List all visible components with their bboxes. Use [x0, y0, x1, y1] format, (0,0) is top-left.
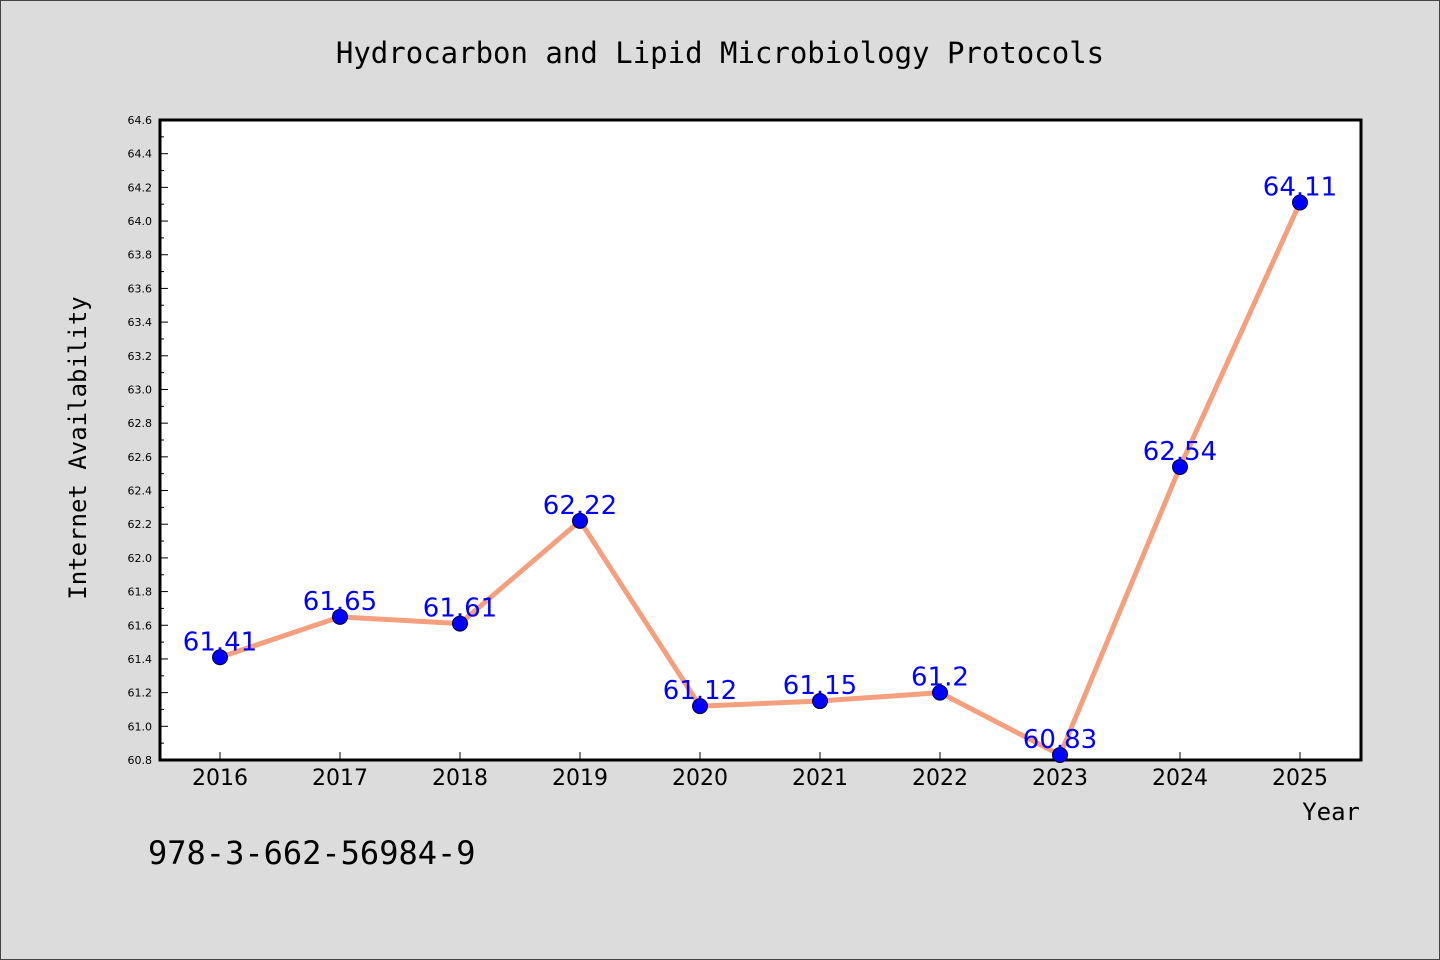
y-tick-label: 62.6 [128, 451, 153, 464]
y-tick-label: 64.6 [128, 114, 153, 127]
y-tick-label: 62.8 [128, 417, 153, 430]
y-tick-label: 64.4 [128, 148, 153, 161]
data-point-marker [1172, 458, 1188, 475]
data-point-marker [1052, 746, 1068, 763]
x-tick-label: 2023 [1032, 766, 1088, 791]
data-point-marker [692, 698, 708, 715]
x-tick-label: 2025 [1272, 766, 1328, 791]
x-tick-label: 2022 [912, 766, 968, 791]
plot-area [158, 118, 1363, 762]
data-point-label: 61.65 [303, 587, 377, 617]
y-tick-label: 61.6 [128, 619, 153, 632]
series-line-group [219, 201, 1303, 758]
data-point-marker [1292, 194, 1308, 211]
data-point-label: 61.15 [783, 671, 857, 701]
y-tick-label: 63.2 [128, 350, 153, 363]
y-tick-label: 61.4 [128, 653, 153, 666]
y-tick-label: 64.2 [128, 181, 153, 194]
x-tick-label: 2016 [192, 766, 248, 791]
data-markers [212, 194, 1308, 763]
x-tick-label: 2020 [672, 766, 728, 791]
data-point-label: 62.54 [1143, 437, 1217, 467]
y-tick-label: 63.6 [128, 282, 153, 295]
series-line [219, 201, 1303, 758]
x-tick-label: 2017 [312, 766, 368, 791]
data-point-label: 60.83 [1023, 725, 1097, 755]
y-axis: 60.8 61.0 61.2 61.4 61.6 61.8 62.0 62.2 62.4 62.6… [128, 114, 168, 767]
data-point-marker [452, 615, 468, 632]
x-tick-label: 2024 [1152, 766, 1208, 791]
y-axis-label: Internet Availability [64, 296, 92, 599]
y-tick-label: 61.2 [128, 687, 153, 700]
y-tick-label: 62.0 [128, 552, 153, 565]
isbn-text: 978-3-662-56984-9 [148, 834, 476, 872]
data-point-marker [932, 684, 948, 701]
x-tick-label: 2021 [792, 766, 848, 791]
x-tick-label: 2019 [552, 766, 608, 791]
y-tick-label: 62.2 [128, 518, 153, 531]
data-point-label: 61.2 [911, 663, 969, 693]
x-axis-label: Year [1302, 798, 1360, 826]
data-point-label: 61.41 [183, 627, 257, 657]
x-tick-label: 2018 [432, 766, 488, 791]
y-tick-label: 60.8 [128, 754, 153, 767]
data-point-label: 62.22 [543, 491, 617, 521]
y-tick-label: 64.0 [128, 215, 153, 228]
data-point-label: 64.11 [1263, 173, 1337, 203]
data-point-marker [332, 608, 348, 625]
data-point-label: 61.61 [423, 594, 497, 624]
x-axis: 2016 2017 2018 2019 2020 2021 2022 2023 2024 2025 [192, 752, 1328, 791]
data-labels: 61.41 61.65 61.61 62.22 61.12 61.15 61.2 60.83 6… [183, 173, 1337, 755]
y-tick-label: 61.0 [128, 720, 153, 733]
data-point-label: 61.12 [663, 676, 737, 706]
data-point-marker [572, 512, 588, 529]
y-tick-label: 61.8 [128, 586, 153, 599]
data-point-marker [212, 649, 228, 666]
y-tick-label: 63.4 [128, 316, 153, 329]
y-tick-label: 63.8 [128, 249, 153, 262]
y-tick-label: 62.4 [128, 485, 153, 498]
y-tick-label: 63.0 [128, 383, 153, 396]
data-point-marker [812, 693, 828, 710]
chart-title: Hydrocarbon and Lipid Microbiology Proto… [336, 36, 1104, 70]
